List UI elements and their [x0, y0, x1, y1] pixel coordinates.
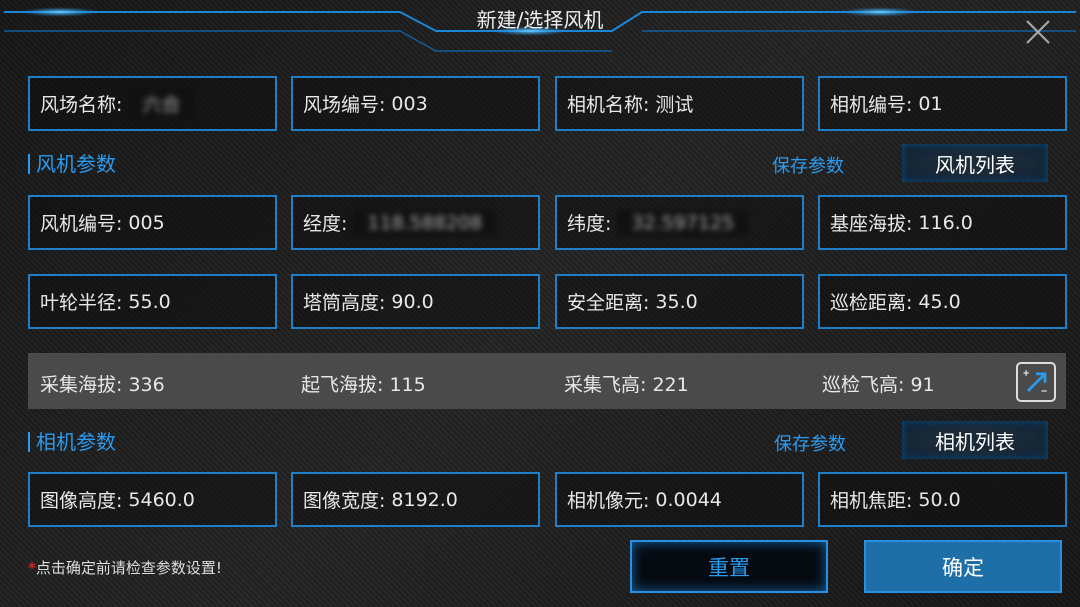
save-turbine-params-button[interactable]: 保存参数 — [772, 156, 844, 177]
field-label: 风场名称: — [40, 94, 123, 116]
farm-field[interactable]: 相机编号: 01 — [818, 76, 1067, 131]
collect-flight-height: 采集飞高: 221 — [564, 374, 689, 396]
farm-field[interactable]: 相机名称: 测试 — [555, 76, 804, 131]
turbine-section-title: 风机参数 — [28, 154, 116, 174]
field-value[interactable]: 35.0 — [655, 290, 698, 313]
turbine-field[interactable]: 巡检距离: 45.0 — [818, 274, 1067, 329]
field-label: 风机编号: — [40, 213, 123, 235]
turbine-field[interactable]: 经度: 118.588208 — [291, 195, 540, 250]
camera-field[interactable]: 相机焦距: 50.0 — [818, 472, 1067, 527]
reset-button[interactable]: 重置 — [630, 540, 828, 593]
camera-list-button[interactable]: 相机列表 — [902, 421, 1048, 459]
field-label: 基座海拔: — [830, 213, 913, 235]
field-label: 经度: — [303, 213, 348, 235]
field-value[interactable]: 003 — [391, 92, 428, 115]
camera-section-title: 相机参数 — [28, 432, 116, 452]
collect-altitude: 采集海拔: 336 — [40, 374, 165, 396]
field-value[interactable]: 8192.0 — [391, 488, 458, 511]
field-value[interactable]: 六合 — [128, 88, 195, 119]
inspect-flight-height: 巡检飞高: 91 — [822, 374, 935, 396]
field-value[interactable]: 45.0 — [918, 290, 961, 313]
field-value[interactable]: 116.0 — [918, 211, 973, 234]
confirm-button[interactable]: 确定 — [864, 540, 1062, 593]
field-value[interactable]: 01 — [918, 92, 943, 115]
field-value[interactable]: 50.0 — [918, 488, 961, 511]
close-icon[interactable] — [1024, 18, 1052, 46]
field-label: 安全距离: — [567, 292, 650, 314]
takeoff-altitude: 起飞海拔: 115 — [301, 374, 426, 396]
turbine-field[interactable]: 叶轮半径: 55.0 — [28, 274, 277, 329]
farm-field[interactable]: 风场名称: 六合 — [28, 76, 277, 131]
field-label: 纬度: — [567, 213, 612, 235]
save-camera-params-button[interactable]: 保存参数 — [774, 434, 846, 455]
turbine-field[interactable]: 安全距离: 35.0 — [555, 274, 804, 329]
field-value[interactable]: 5460.0 — [128, 488, 195, 511]
turbine-field[interactable]: 纬度: 32.597125 — [555, 195, 804, 250]
field-value[interactable]: 测试 — [655, 94, 694, 116]
field-label: 叶轮半径: — [40, 292, 123, 314]
turbine-field[interactable]: 风机编号: 005 — [28, 195, 277, 250]
footer-note: *点击确定前请检查参数设置! — [28, 559, 222, 577]
camera-field[interactable]: 图像高度: 5460.0 — [28, 472, 277, 527]
turbine-list-button[interactable]: 风机列表 — [902, 144, 1048, 182]
field-value[interactable]: 90.0 — [391, 290, 434, 313]
field-label: 相机像元: — [567, 490, 650, 512]
field-value[interactable]: 55.0 — [128, 290, 171, 313]
computed-heights-bar: 采集海拔: 336 起飞海拔: 115 采集飞高: 221 巡检飞高: 91 — [28, 353, 1066, 409]
dialog-title: 新建/选择风机 — [476, 8, 604, 32]
field-label: 相机编号: — [830, 94, 913, 116]
field-value[interactable]: 005 — [128, 211, 165, 234]
camera-field[interactable]: 图像宽度: 8192.0 — [291, 472, 540, 527]
field-label: 风场编号: — [303, 94, 386, 116]
field-label: 巡检距离: — [830, 292, 913, 314]
farm-field[interactable]: 风场编号: 003 — [291, 76, 540, 131]
field-label: 相机焦距: — [830, 490, 913, 512]
header-decoration — [4, 7, 1076, 52]
turbine-field[interactable]: 基座海拔: 116.0 — [818, 195, 1067, 250]
turbine-field[interactable]: 塔筒高度: 90.0 — [291, 274, 540, 329]
field-label: 图像宽度: — [303, 490, 386, 512]
field-label: 塔筒高度: — [303, 292, 386, 314]
field-label: 图像高度: — [40, 490, 123, 512]
field-value[interactable]: 0.0044 — [655, 488, 722, 511]
field-label: 相机名称: — [567, 94, 650, 116]
field-value[interactable]: 32.597125 — [617, 209, 749, 236]
camera-field[interactable]: 相机像元: 0.0044 — [555, 472, 804, 527]
field-value[interactable]: 118.588208 — [353, 209, 497, 236]
calculate-icon[interactable] — [1016, 362, 1056, 402]
